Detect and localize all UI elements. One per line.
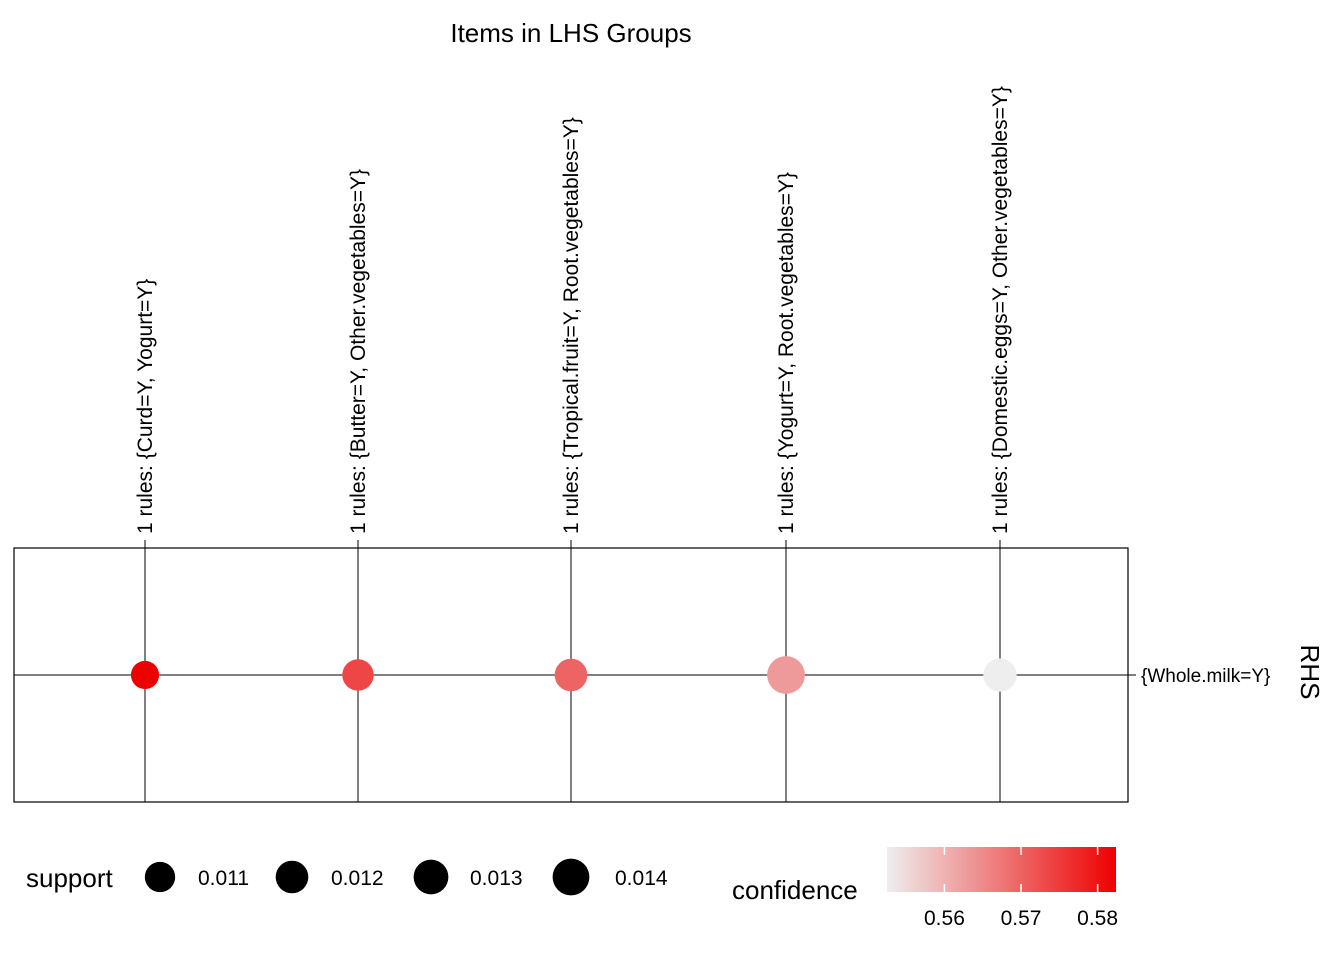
confidence-legend-title: confidence [732,875,858,905]
support-legend-key [413,859,449,895]
support-legend: support 0.011 0.012 0.013 0.014 [26,858,668,896]
support-legend-title: support [26,863,113,893]
data-point [983,658,1017,692]
confidence-tick-label: 0.56 [924,907,965,930]
x-axis-ticks [144,540,1001,548]
x-axis-labels: 1 rules: {Curd=Y, Yogurt=Y} 1 rules: {But… [134,86,1012,534]
data-point [767,656,805,694]
support-legend-label: 0.011 [198,867,249,890]
confidence-legend: confidence 0.56 0.57 0.58 [732,847,1118,930]
x-tick-label: 1 rules: {Tropical.fruit=Y, Root.vegetab… [560,117,583,534]
x-tick-label: 1 rules: {Domestic.eggs=Y, Other.vegetab… [989,86,1012,534]
support-legend-label: 0.014 [615,867,668,890]
chart-title: Items in LHS Groups [450,18,691,48]
support-legend-label: 0.012 [331,867,384,890]
support-legend-key [552,858,590,896]
data-point [342,659,374,691]
confidence-tick-label: 0.57 [1001,907,1042,930]
data-point [554,658,588,692]
y-tick-label: {Whole.milk=Y} [1141,666,1270,687]
data-point [130,660,160,690]
support-legend-key [144,861,176,893]
confidence-colorbar [887,847,1116,892]
data-points [130,656,1017,694]
confidence-tick-label: 0.58 [1077,907,1118,930]
y-axis-title: RHS [1295,645,1325,700]
y-axis-labels: {Whole.milk=Y} [1141,666,1270,687]
support-legend-label: 0.013 [470,867,523,890]
x-tick-label: 1 rules: {Curd=Y, Yogurt=Y} [134,279,157,534]
support-legend-key [275,860,309,894]
x-tick-label: 1 rules: {Yogurt=Y, Root.vegetables=Y} [775,172,798,534]
x-tick-label: 1 rules: {Butter=Y, Other.vegetables=Y} [347,169,370,534]
